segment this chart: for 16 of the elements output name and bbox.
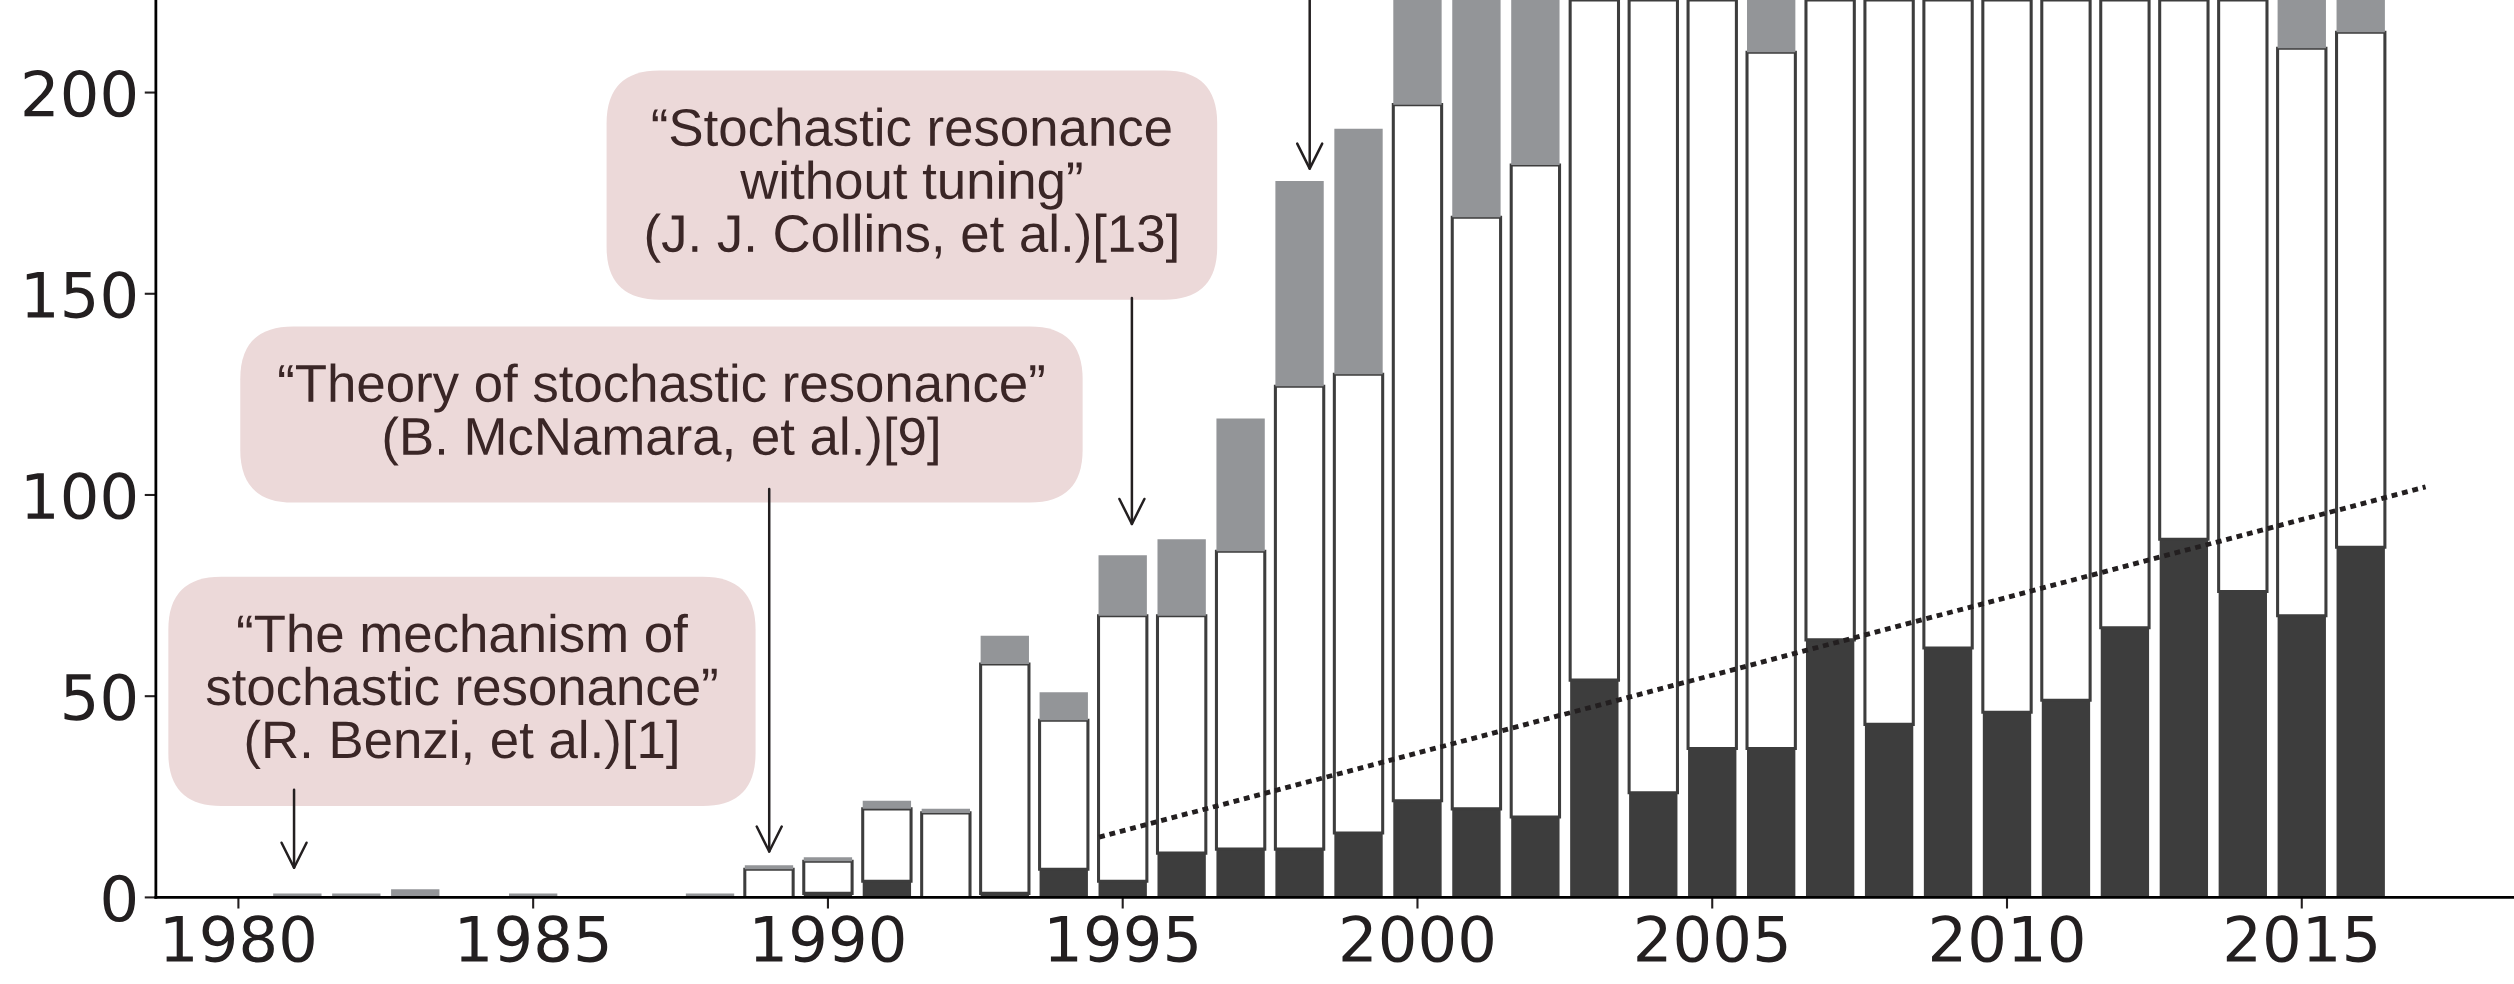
- x-tick-label: 1980: [165, 915, 314, 963]
- y-tick-label: 100: [26, 472, 136, 520]
- annotation: “The mechanism of stochastic resonance” (R. Benzi, et al.)[1]: [206, 613, 717, 769]
- x-tick-label: 1990: [755, 915, 904, 963]
- y-tick-label: 200: [24, 69, 136, 118]
- annotation: “Stochastic resonance without tuning” (J. J. Collins, et al.)[13]: [646, 107, 1177, 263]
- x-tick-label: 2000: [1342, 915, 1493, 963]
- y-tick-label: 0: [103, 874, 136, 923]
- y-tick-label: 50: [64, 673, 136, 721]
- x-tick-label: 2005: [1637, 915, 1787, 963]
- x-tick-label: 2015: [2226, 915, 2376, 963]
- x-tick-label: 1985: [460, 915, 608, 963]
- x-tick-label: 1995: [1050, 915, 1197, 963]
- annotation: “Theory of stochastic resonance” (B. McNamara, et al.)[9]: [279, 363, 1044, 466]
- y-tick-label: 150: [26, 271, 136, 319]
- x-tick-label: 2010: [1932, 915, 2083, 963]
